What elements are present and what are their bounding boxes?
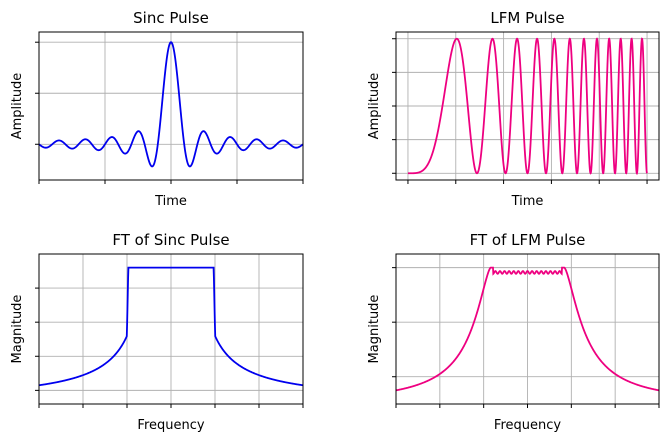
x-axis-label: Time	[154, 194, 187, 209]
subplot-0: Sinc Pulse Time Amplitude	[10, 9, 304, 209]
grid	[39, 254, 303, 404]
y-axis-label: Magnitude	[367, 295, 382, 364]
chart-title: Sinc Pulse	[133, 9, 209, 27]
x-axis-label: Frequency	[137, 418, 204, 433]
subplot-2: FT of Sinc Pulse Frequency Magnitude	[10, 231, 304, 433]
y-axis-label: Magnitude	[10, 295, 25, 364]
y-axis-label: Amplitude	[10, 73, 25, 140]
grid	[396, 254, 659, 404]
y-axis-label: Amplitude	[367, 73, 382, 140]
x-axis-label: Time	[511, 194, 544, 209]
series-line	[38, 41, 304, 168]
grid	[39, 32, 303, 180]
chart-title: FT of Sinc Pulse	[112, 231, 229, 249]
series-line	[395, 266, 660, 392]
chart-title: LFM Pulse	[490, 9, 564, 27]
series-line	[38, 266, 304, 387]
x-axis-label: Frequency	[494, 418, 561, 433]
series-line	[407, 37, 648, 176]
chart-title: FT of LFM Pulse	[470, 231, 586, 249]
subplot-1: LFM Pulse Time Amplitude	[367, 9, 660, 209]
subplot-3: FT of LFM Pulse Frequency Magnitude	[367, 231, 660, 433]
